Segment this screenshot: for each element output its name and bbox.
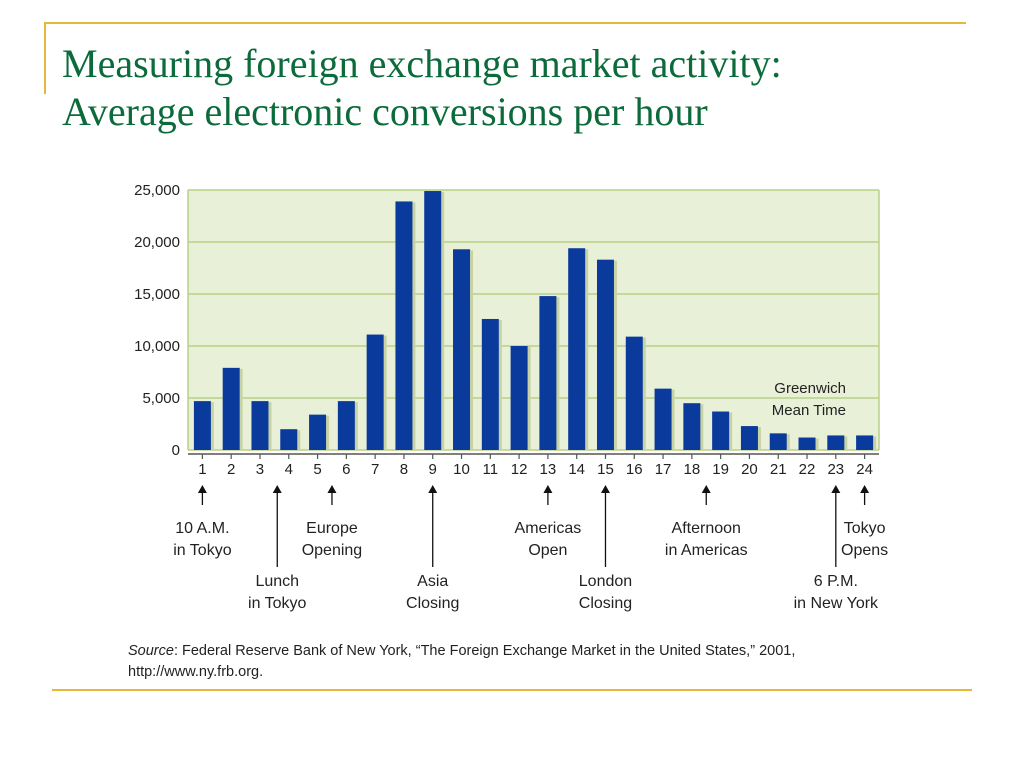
bar bbox=[827, 435, 845, 450]
y-tick-label: 0 bbox=[172, 442, 180, 459]
x-tick-label: 15 bbox=[597, 461, 614, 478]
x-tick-label: 8 bbox=[400, 461, 408, 478]
annotation-arrow-head bbox=[428, 485, 438, 493]
x-tick-label: 24 bbox=[856, 461, 873, 478]
source-note: Source: Federal Reserve Bank of New York… bbox=[128, 641, 828, 683]
x-tick-label: 1 bbox=[198, 461, 206, 478]
x-tick-label: 21 bbox=[770, 461, 787, 478]
accent-rule-vertical bbox=[44, 22, 46, 94]
bar bbox=[222, 367, 240, 450]
x-tick-label: 2 bbox=[227, 461, 235, 478]
bar bbox=[510, 346, 528, 450]
annotation-label: Afternoon bbox=[672, 520, 741, 537]
y-tick-label: 20,000 bbox=[134, 234, 180, 251]
bar bbox=[683, 403, 701, 450]
bar bbox=[712, 411, 730, 450]
annotation-arrow-head bbox=[831, 485, 841, 493]
x-tick-label: 9 bbox=[429, 461, 437, 478]
bar bbox=[769, 433, 787, 450]
x-tick-label: 12 bbox=[511, 461, 528, 478]
slide-title: Measuring foreign exchange market activi… bbox=[62, 40, 962, 136]
annotation-arrow-head bbox=[860, 485, 870, 493]
bar bbox=[366, 334, 384, 450]
annotation-arrow-head bbox=[327, 485, 337, 493]
annotation-arrow-head bbox=[197, 485, 207, 493]
axis-note-line-2: Mean Time bbox=[772, 402, 846, 419]
x-tick-label: 16 bbox=[626, 461, 643, 478]
source-label: Source bbox=[128, 643, 174, 659]
x-tick-label: 14 bbox=[568, 461, 585, 478]
x-tick-label: 18 bbox=[684, 461, 701, 478]
annotation-label: Open bbox=[528, 542, 567, 559]
source-text: : Federal Reserve Bank of New York, “The… bbox=[128, 643, 796, 680]
y-tick-label: 15,000 bbox=[134, 286, 180, 303]
plot-area bbox=[188, 190, 879, 450]
x-tick-label: 17 bbox=[655, 461, 672, 478]
x-tick-label: 11 bbox=[483, 461, 499, 478]
annotation-label: Americas bbox=[515, 520, 582, 537]
annotation-label: London bbox=[579, 573, 632, 590]
bar bbox=[596, 259, 614, 450]
annotation-label: Asia bbox=[417, 573, 448, 590]
x-tick-label: 5 bbox=[313, 461, 321, 478]
annotation-arrow-head bbox=[600, 485, 610, 493]
x-tick-label: 13 bbox=[540, 461, 557, 478]
y-tick-label: 25,000 bbox=[134, 182, 180, 199]
bar bbox=[481, 318, 499, 450]
x-tick-label: 4 bbox=[285, 461, 293, 478]
bar bbox=[798, 437, 816, 450]
annotation-label: Opens bbox=[841, 542, 888, 559]
x-tick-label: 7 bbox=[371, 461, 379, 478]
annotation-arrow-head bbox=[272, 485, 282, 493]
bar bbox=[654, 388, 672, 450]
bar bbox=[856, 435, 874, 450]
x-tick-label: 3 bbox=[256, 461, 264, 478]
annotation-label: Europe bbox=[306, 520, 358, 537]
annotation-arrow-head bbox=[701, 485, 711, 493]
annotation-arrow-head bbox=[543, 485, 553, 493]
bar bbox=[337, 401, 355, 450]
axis-note-line-1: Greenwich bbox=[774, 380, 846, 397]
annotation-label: Closing bbox=[406, 595, 459, 612]
slide-title-line-2: Average electronic conversions per hour bbox=[62, 89, 708, 134]
x-tick-label: 20 bbox=[741, 461, 758, 478]
bar bbox=[395, 201, 413, 450]
x-tick-label: 22 bbox=[799, 461, 816, 478]
accent-rule-bottom bbox=[52, 689, 972, 691]
annotation-label: 6 P.M. bbox=[814, 573, 858, 590]
accent-rule-top bbox=[44, 22, 966, 24]
annotation-label: in Tokyo bbox=[173, 542, 232, 559]
bar bbox=[309, 414, 327, 450]
bar bbox=[740, 426, 758, 450]
x-tick-label: 10 bbox=[453, 461, 470, 478]
annotation-label: 10 A.M. bbox=[175, 520, 229, 537]
annotation-label: in Americas bbox=[665, 542, 748, 559]
annotation-label: Tokyo bbox=[844, 520, 886, 537]
bar bbox=[453, 249, 471, 450]
bar bbox=[625, 336, 643, 450]
bar bbox=[251, 401, 269, 450]
annotation-label: Opening bbox=[302, 542, 363, 559]
bar bbox=[539, 296, 557, 450]
annotation-label: in New York bbox=[794, 595, 879, 612]
bar bbox=[568, 248, 586, 450]
x-tick-label: 19 bbox=[712, 461, 729, 478]
x-tick-label: 23 bbox=[827, 461, 844, 478]
y-tick-label: 10,000 bbox=[134, 338, 180, 355]
annotation-label: Lunch bbox=[255, 573, 299, 590]
x-tick-label: 6 bbox=[342, 461, 350, 478]
bar bbox=[280, 429, 298, 450]
slide-title-line-1: Measuring foreign exchange market activi… bbox=[62, 41, 782, 86]
annotation-label: in Tokyo bbox=[248, 595, 307, 612]
bar bbox=[193, 401, 211, 450]
bar bbox=[424, 191, 442, 451]
annotation-label: Closing bbox=[579, 595, 632, 612]
y-tick-label: 5,000 bbox=[142, 390, 180, 407]
